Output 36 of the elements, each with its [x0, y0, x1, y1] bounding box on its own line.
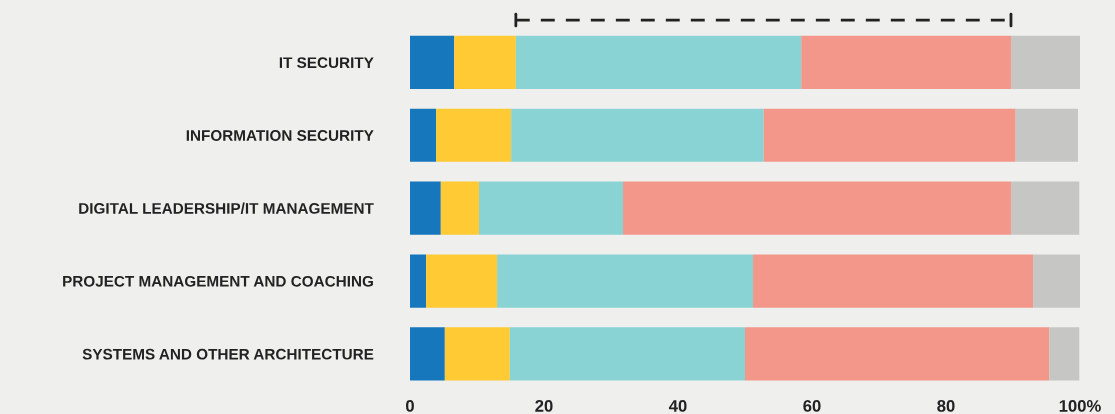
- bar: [440, 181, 479, 235]
- x-tick-label: 60: [803, 400, 821, 412]
- x-tick-label: 80: [937, 400, 955, 412]
- bar: [801, 35, 1011, 89]
- y-tick-label: INFORMATION SECURITY: [186, 130, 374, 141]
- x-tick-label: 100%: [1059, 400, 1101, 412]
- y-tick-label: DIGITAL LEADERSHIP/IT MANAGEMENT: [79, 202, 374, 214]
- y-tick-label: IT SECURITY: [279, 57, 374, 69]
- bar: [409, 181, 441, 235]
- bar: [409, 254, 427, 308]
- x-tick-label: 20: [535, 400, 553, 412]
- bar: [1010, 35, 1080, 89]
- bar: [515, 35, 802, 89]
- bar: [426, 254, 498, 308]
- bar: [409, 108, 437, 162]
- bar: [454, 35, 516, 89]
- y-tick-label: PROJECT MANAGEMENT AND COACHING: [63, 275, 373, 287]
- bar: [1033, 254, 1080, 308]
- bar: [409, 35, 455, 89]
- bar: [1010, 181, 1080, 235]
- bar: [1049, 327, 1080, 381]
- bar: [436, 108, 512, 162]
- bar: [753, 254, 1034, 308]
- bar: [511, 108, 764, 162]
- bar: [763, 108, 1016, 162]
- x-tick-label: 40: [668, 400, 687, 412]
- y-tick-label: SYSTEMS AND OTHER ARCHITECTURE: [82, 348, 374, 360]
- bar: [509, 327, 745, 381]
- bar: [444, 327, 510, 381]
- bar: [497, 254, 754, 308]
- bar: [744, 327, 1050, 381]
- bar: [623, 181, 1011, 235]
- bar: [1015, 108, 1078, 162]
- bar: [479, 181, 624, 235]
- bar: [409, 327, 445, 381]
- x-tick-label: 0: [406, 400, 414, 412]
